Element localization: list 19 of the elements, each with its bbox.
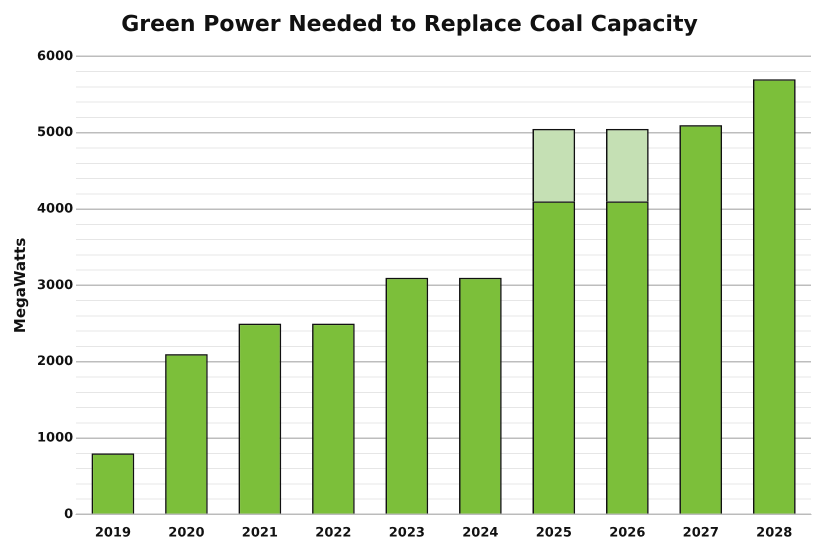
x-tick-label: 2021 <box>242 526 278 541</box>
x-tick-label: 2026 <box>609 526 646 541</box>
x-tick-label: 2022 <box>315 526 352 541</box>
x-tick-label: 2028 <box>756 526 792 541</box>
x-tick-label: 2025 <box>536 526 572 541</box>
y-tick-label: 0 <box>64 506 74 522</box>
y-tick-label: 1000 <box>36 430 74 446</box>
y-tick-label: 6000 <box>36 48 74 64</box>
y-tick-label: 4000 <box>36 201 74 216</box>
y-tick-label: 2000 <box>36 354 74 370</box>
y-axis-title: MegaWatts <box>10 238 29 334</box>
y-tick-label: 5000 <box>36 125 74 140</box>
x-tick-label: 2023 <box>388 526 425 541</box>
chart-title: Green Power Needed to Replace Coal Capacity <box>121 12 698 37</box>
y-tick-label: 3000 <box>36 278 74 293</box>
x-tick-label: 2020 <box>168 526 204 541</box>
x-tick-label: 2027 <box>682 526 719 541</box>
x-tick-label: 2024 <box>462 526 498 541</box>
x-tick-label: 2019 <box>94 526 132 541</box>
